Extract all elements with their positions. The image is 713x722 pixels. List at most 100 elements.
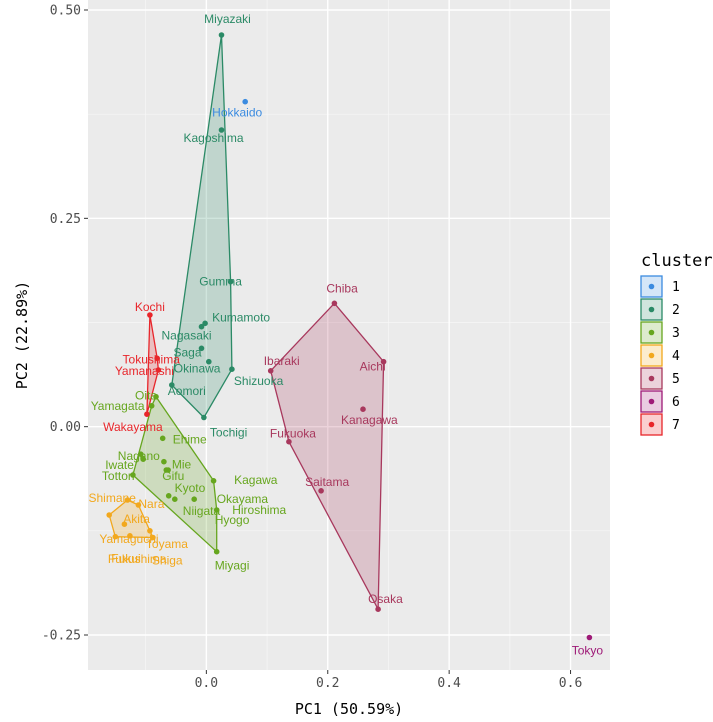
legend-label-1: 1 <box>672 280 680 295</box>
label-gumma: Gumma <box>199 275 242 289</box>
label-saga: Saga <box>174 345 202 359</box>
point-saga <box>198 345 205 352</box>
point-fukushima <box>127 533 133 539</box>
point-ibaraki <box>267 368 274 374</box>
point-oita <box>153 393 159 400</box>
point-tokushima <box>154 355 160 362</box>
x-tick-label: 0.0 <box>195 676 218 691</box>
point-kochi <box>147 312 153 318</box>
label-fukui: Fukui <box>111 552 140 566</box>
label-aomori: Aomori <box>168 384 206 398</box>
label-shizuoka: Shizuoka <box>234 374 284 388</box>
cluster-4-hull <box>108 499 154 539</box>
point-aomori <box>169 382 175 388</box>
point-kyoto <box>210 478 217 484</box>
point-hokkaido <box>242 98 248 105</box>
label-tottori: Tottori <box>102 469 135 483</box>
legend: cluster 1 2 3 4 5 6 7 <box>640 251 713 436</box>
label-ibaraki: Ibaraki <box>264 354 300 368</box>
point-fukuoka <box>286 438 292 445</box>
y-tick-label: -0.25 <box>42 629 81 644</box>
label-iwate: Iwate <box>105 458 134 472</box>
point-shiga <box>150 534 156 541</box>
point-ehime <box>159 435 166 442</box>
y-axis-title: PC2 (22.89%) <box>13 281 31 389</box>
y-axis-ticks: -0.25 0.00 0.25 0.50 <box>42 4 88 644</box>
label-fukushima: Fukushima <box>108 552 167 566</box>
point-kagoshima <box>218 127 225 133</box>
point-yamanashi <box>155 367 162 373</box>
legend-label-5: 5 <box>672 372 680 387</box>
label-tokyo: Tokyo <box>572 644 604 658</box>
legend-label-2: 2 <box>672 303 680 318</box>
label-toyama: Toyama <box>146 537 188 551</box>
cluster-hulls <box>108 34 385 610</box>
point-gifu <box>163 467 170 473</box>
cluster-5-hull <box>270 302 385 610</box>
point-akita <box>106 512 112 518</box>
point-wakayama <box>144 411 150 418</box>
point-gumma <box>227 278 234 285</box>
label-hyogo: Hyogo <box>215 513 250 527</box>
y-tick-label: 0.25 <box>50 212 81 227</box>
label-fukuoka: Fukuoka <box>270 427 316 441</box>
legend-key-dot-3 <box>648 329 655 336</box>
legend-key-dot-1 <box>648 283 655 290</box>
label-kagawa: Kagawa <box>234 473 278 487</box>
point-tottori <box>130 472 136 478</box>
point-fukui <box>112 533 119 540</box>
point-miyagi <box>213 548 220 555</box>
legend-key-dot-4 <box>648 352 655 359</box>
y-tick-label: 0.50 <box>50 4 81 19</box>
label-miyazaki: Miyazaki <box>204 12 251 26</box>
point-yamagata <box>148 403 155 409</box>
label-kyoto: Kyoto <box>175 481 206 495</box>
label-osaka: Osaka <box>368 592 403 606</box>
x-axis-title: PC1 (50.59%) <box>295 700 403 718</box>
point-tochigi <box>201 414 207 421</box>
point-mie <box>161 458 167 465</box>
label-kagoshima: Kagoshima <box>183 131 243 145</box>
x-tick-label: 0.4 <box>437 676 461 691</box>
point-nara <box>135 502 142 508</box>
label-miyagi: Miyagi <box>215 559 250 573</box>
label-okayama: Okayama <box>217 492 269 506</box>
x-tick-label: 0.2 <box>316 676 339 691</box>
plot-panel <box>88 0 610 670</box>
label-chiba: Chiba <box>326 281 358 295</box>
point-nagano <box>138 451 144 458</box>
point-chiba <box>331 300 338 307</box>
label-nara: Nara <box>138 497 164 511</box>
label-gifu: Gifu <box>162 469 184 483</box>
x-axis-ticks: 0.0 0.2 0.4 0.6 <box>195 670 582 691</box>
point-shimane <box>124 497 131 503</box>
legend-label-4: 4 <box>672 349 680 364</box>
label-aichi: Aichi <box>360 360 386 374</box>
point-yamaguchi <box>121 521 128 527</box>
minor-grid <box>88 0 610 670</box>
legend-title: cluster <box>641 251 713 271</box>
label-kumamoto: Kumamoto <box>212 310 270 324</box>
point-kanagawa <box>360 406 366 413</box>
point-tokyo <box>586 634 593 641</box>
legend-key-dot-6 <box>648 398 655 405</box>
label-okinawa: Okinawa <box>174 362 221 376</box>
label-kanagawa: Kanagawa <box>341 413 398 427</box>
label-hiroshima: Hiroshima <box>232 503 286 517</box>
label-yamagata: Yamagata <box>91 399 145 413</box>
label-wakayama: Wakayama <box>103 420 163 434</box>
label-nagasaki: Nagasaki <box>162 329 212 343</box>
label-akita: Akita <box>123 512 150 526</box>
point-aichi <box>380 358 387 365</box>
point-toyama <box>147 528 153 534</box>
label-niigata: Niigata <box>183 504 221 518</box>
x-tick-label: 0.6 <box>559 676 582 691</box>
major-grid <box>88 0 610 670</box>
label-saitama: Saitama <box>305 475 349 489</box>
legend-key-dot-5 <box>648 375 655 382</box>
label-oita: Oita <box>135 389 157 403</box>
point-hyogo <box>213 507 220 513</box>
label-tochigi: Tochigi <box>210 426 247 440</box>
point-miyazaki <box>218 32 225 38</box>
